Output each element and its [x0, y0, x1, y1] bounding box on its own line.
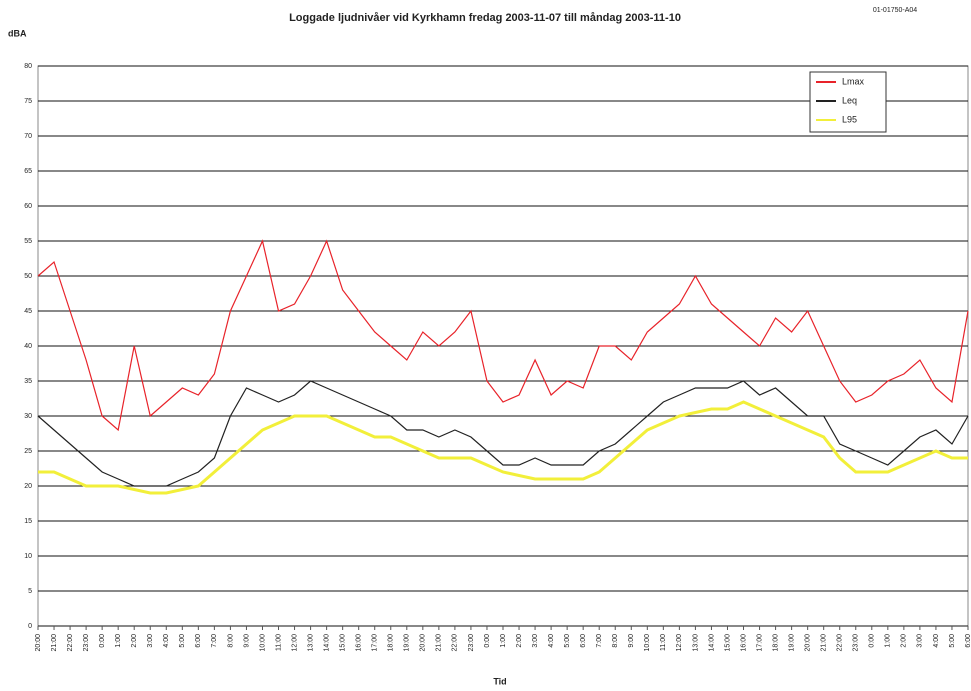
x-tick-label: 7:00: [596, 634, 603, 648]
x-tick-label: 20:00: [35, 634, 42, 652]
x-tick-label: 9:00: [628, 634, 635, 648]
x-tick-label: 1:00: [885, 634, 892, 648]
x-tick-label: 6:00: [195, 634, 202, 648]
x-tick-label: 11:00: [660, 634, 667, 651]
x-tick-label: 3:00: [532, 634, 539, 648]
x-tick-label: 18:00: [772, 634, 779, 652]
x-tick-label: 12:00: [291, 634, 298, 652]
y-tick-label: 5: [28, 588, 32, 595]
x-tick-label: 20:00: [420, 634, 427, 652]
x-tick-label: 11:00: [275, 634, 282, 651]
y-tick-label: 35: [24, 378, 32, 385]
y-tick-label: 40: [24, 343, 32, 350]
series-line: [37, 239, 969, 432]
x-tick-label: 19:00: [788, 634, 795, 652]
x-tick-label: 15:00: [724, 634, 731, 652]
y-tick-label: 65: [24, 168, 32, 175]
x-tick-label: 1:00: [500, 634, 507, 648]
x-tick-label: 10:00: [644, 634, 651, 652]
x-tick-label: 14:00: [323, 634, 330, 652]
x-tick-label: 23:00: [853, 634, 860, 652]
x-tick-label: 16:00: [356, 634, 363, 652]
y-tick-label: 55: [24, 238, 32, 245]
x-tick-label: 6:00: [965, 634, 971, 648]
y-tick-label: 75: [24, 98, 32, 105]
x-tick-label: 23:00: [83, 634, 90, 652]
x-tick-label: 19:00: [404, 634, 411, 652]
x-tick-label: 22:00: [452, 634, 459, 652]
x-axis-label: Tid: [493, 676, 506, 686]
y-tick-label: 30: [24, 413, 32, 420]
legend-label: L95: [842, 114, 857, 124]
x-tick-label: 5:00: [179, 634, 186, 648]
x-tick-label: 0:00: [484, 634, 491, 648]
legend-label: Leq: [842, 95, 857, 105]
y-tick-label: 80: [24, 63, 32, 70]
x-tick-label: 21:00: [51, 634, 58, 652]
x-tick-label: 3:00: [917, 634, 924, 648]
y-tick-label: 20: [24, 483, 32, 490]
x-tick-label: 1:00: [115, 634, 122, 648]
y-tick-label: 25: [24, 448, 32, 455]
x-tick-label: 8:00: [612, 634, 619, 648]
x-tick-label: 3:00: [147, 634, 154, 648]
y-tick-label: 15: [24, 518, 32, 525]
legend-label: Lmax: [842, 76, 865, 86]
chart-code: 01-01750-A04: [873, 7, 917, 14]
x-tick-label: 16:00: [740, 634, 747, 652]
y-tick-label: 50: [24, 273, 32, 280]
y-tick-label: 60: [24, 203, 32, 210]
x-tick-label: 2:00: [516, 634, 523, 648]
x-tick-label: 6:00: [580, 634, 587, 648]
x-tick-label: 12:00: [676, 634, 683, 652]
x-tick-label: 2:00: [131, 634, 138, 648]
y-tick-label: 45: [24, 308, 32, 315]
x-tick-label: 15:00: [339, 634, 346, 652]
x-tick-label: 5:00: [564, 634, 571, 648]
y-axis-label: dBA: [8, 28, 27, 38]
x-tick-label: 20:00: [804, 634, 811, 652]
x-tick-label: 18:00: [388, 634, 395, 652]
x-tick-label: 23:00: [468, 634, 475, 652]
x-tick-label: 2:00: [901, 634, 908, 648]
x-tick-label: 21:00: [436, 634, 443, 652]
x-tick-label: 7:00: [211, 634, 218, 648]
x-tick-label: 21:00: [821, 634, 828, 652]
series-line: [38, 400, 968, 495]
x-tick-label: 4:00: [548, 634, 555, 648]
x-tick-label: 10:00: [259, 634, 266, 652]
x-tick-label: 0:00: [869, 634, 876, 648]
x-tick-label: 8:00: [227, 634, 234, 648]
y-tick-label: 10: [24, 553, 32, 560]
x-tick-label: 9:00: [243, 634, 250, 648]
x-tick-label: 13:00: [307, 634, 314, 652]
x-tick-label: 22:00: [67, 634, 74, 652]
x-tick-label: 17:00: [372, 634, 379, 652]
chart-title: Loggade ljudnivåer vid Kyrkhamn fredag 2…: [289, 12, 681, 24]
x-tick-label: 4:00: [163, 634, 170, 648]
x-tick-label: 4:00: [933, 634, 940, 648]
series-line: [37, 380, 969, 487]
x-tick-label: 0:00: [99, 634, 106, 648]
x-tick-label: 14:00: [708, 634, 715, 652]
y-tick-label: 0: [28, 623, 32, 630]
x-tick-label: 17:00: [756, 634, 763, 652]
x-tick-label: 22:00: [837, 634, 844, 652]
y-tick-label: 70: [24, 133, 32, 140]
x-tick-label: 13:00: [692, 634, 699, 652]
x-tick-label: 5:00: [949, 634, 956, 648]
